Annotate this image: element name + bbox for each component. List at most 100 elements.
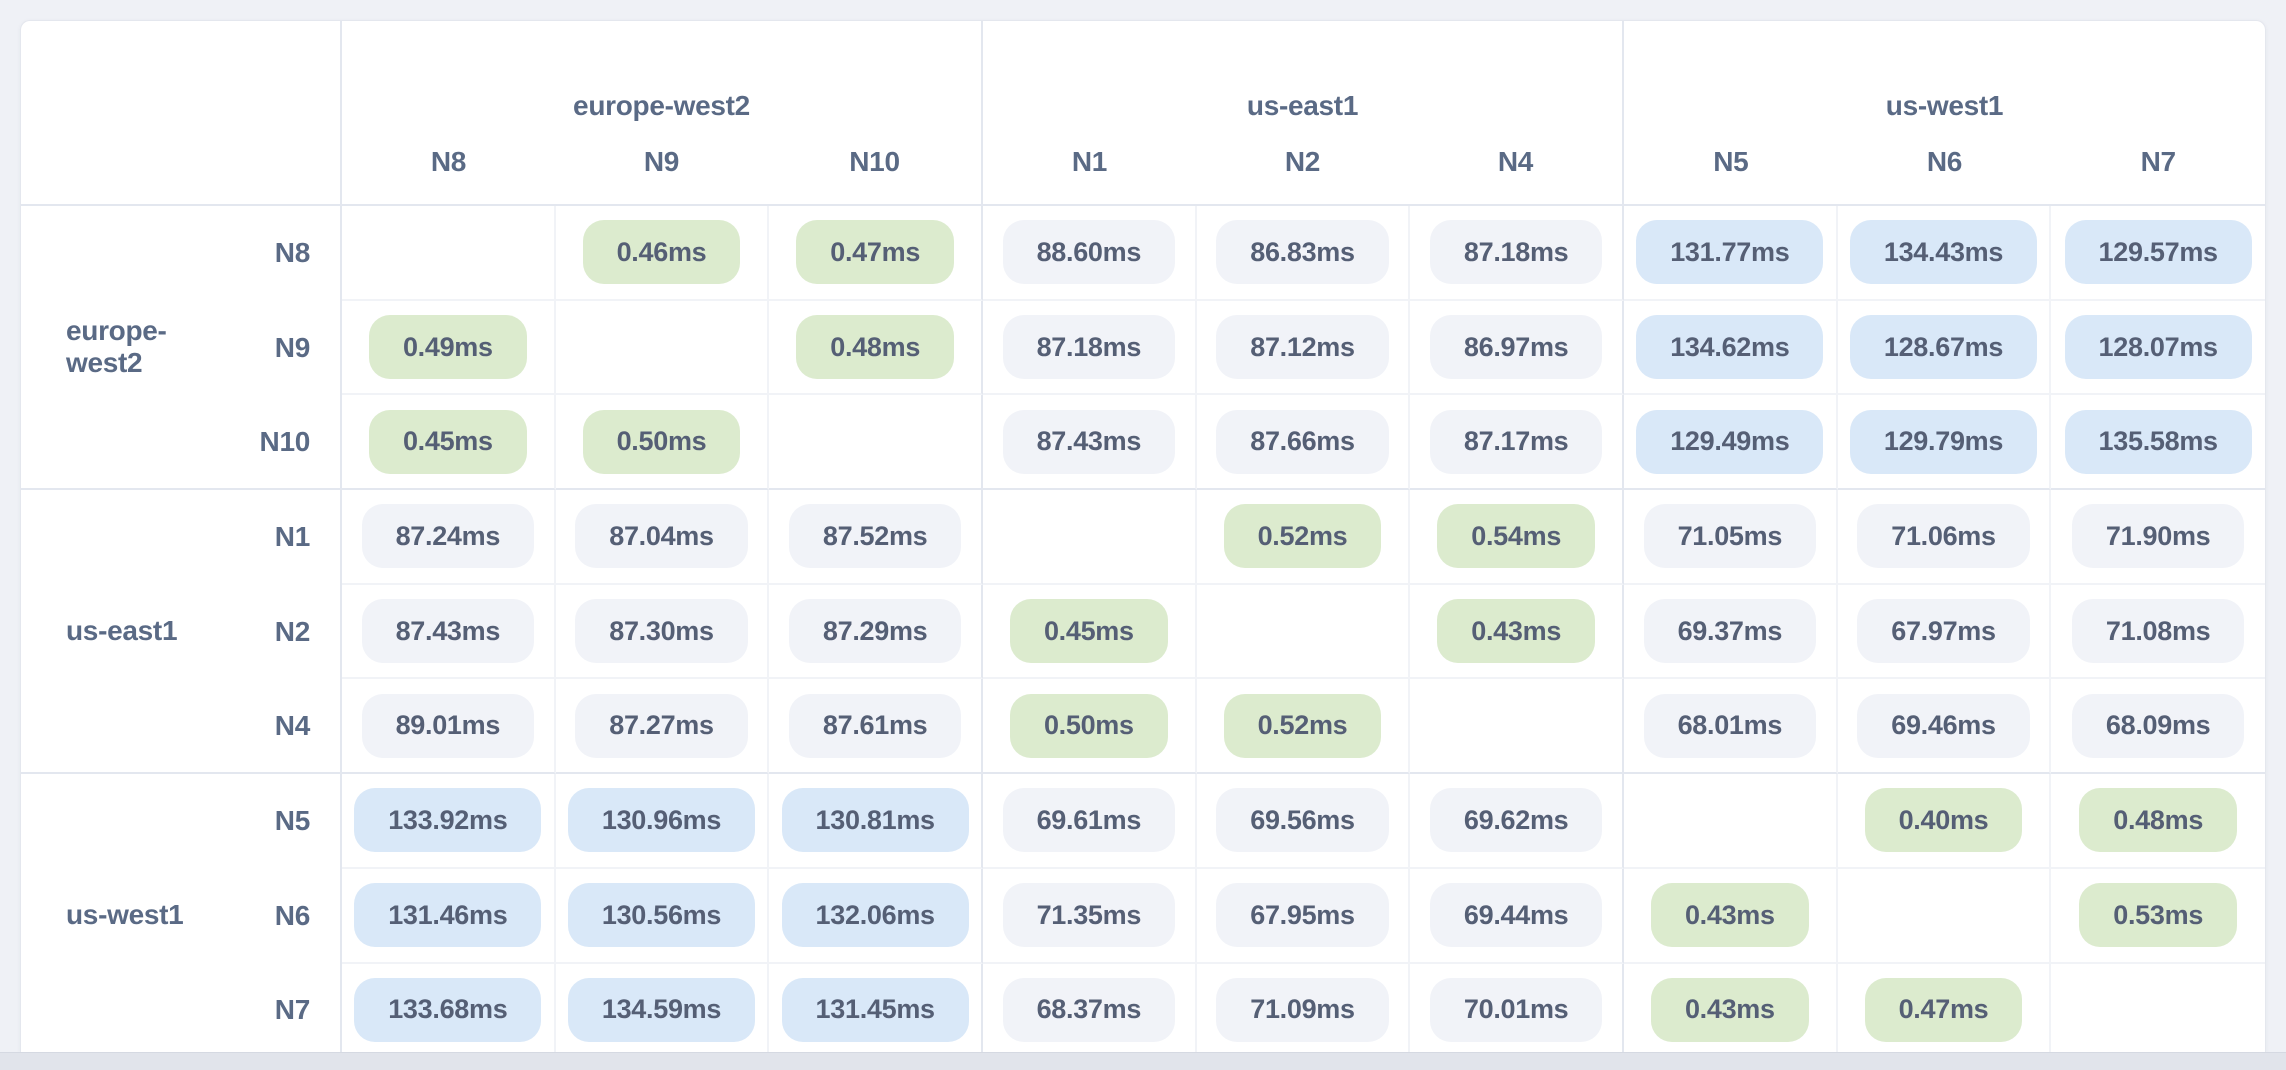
latency-cell-self [1196, 584, 1411, 680]
latency-cell: 128.67ms [1837, 300, 2052, 396]
latency-cell: 0.48ms [2051, 774, 2265, 869]
latency-cell: 87.66ms [1196, 395, 1411, 491]
latency-cell-self [983, 490, 1197, 585]
latency-cell: 131.46ms [342, 868, 556, 964]
latency-cell: 68.01ms [1624, 679, 1838, 775]
latency-pill: 70.01ms [1429, 977, 1603, 1042]
column-header-node: N6 [1926, 146, 1963, 177]
latency-cell: 87.18ms [1410, 206, 1624, 301]
row-region-label: us-east1 [21, 490, 221, 775]
region-group-title: us-east1 [1246, 90, 1359, 121]
latency-pill: 0.49ms [368, 315, 527, 380]
latency-pill: 87.24ms [361, 504, 535, 569]
latency-pill: 71.35ms [1002, 883, 1176, 948]
latency-pill: 71.05ms [1643, 504, 1817, 569]
latency-pill: 69.37ms [1643, 599, 1817, 664]
latency-pill: 87.43ms [1002, 409, 1176, 474]
column-header-node: N2 [1284, 146, 1321, 177]
region-group-title: europe-west2 [573, 90, 750, 121]
latency-pill: 87.18ms [1429, 220, 1603, 285]
latency-cell: 71.90ms [2051, 490, 2265, 585]
latency-cell: 69.62ms [1410, 774, 1624, 869]
latency-matrix-grid: europe-west2 N8 N9 N10 us-east1 N1 N2 N4… [21, 21, 2265, 1052]
latency-pill: 0.47ms [796, 220, 955, 285]
latency-pill: 128.07ms [2064, 315, 2252, 380]
latency-cell: 133.68ms [342, 963, 556, 1052]
latency-cell: 89.01ms [342, 679, 556, 775]
latency-pill: 71.90ms [2071, 504, 2245, 569]
latency-cell: 67.97ms [1837, 584, 2052, 680]
latency-pill: 0.48ms [2079, 788, 2238, 853]
latency-pill: 68.01ms [1643, 693, 1817, 758]
latency-cell-self [2051, 964, 2265, 1053]
latency-cell: 0.45ms [983, 584, 1197, 680]
latency-pill: 87.66ms [1216, 409, 1389, 474]
row-node-label: N1 [221, 490, 342, 585]
column-header-node: N9 [643, 146, 680, 177]
latency-pill: 71.08ms [2071, 599, 2245, 664]
latency-cell: 71.08ms [2051, 585, 2265, 680]
column-group-header-us-east1: us-east1 N1 N2 N4 [983, 21, 1624, 206]
latency-cell: 0.50ms [983, 679, 1197, 775]
latency-cell: 70.01ms [1410, 963, 1624, 1052]
latency-pill: 0.43ms [1650, 977, 1809, 1042]
latency-pill: 87.18ms [1002, 315, 1176, 380]
latency-cell: 87.17ms [1410, 395, 1624, 491]
latency-cell-self [1837, 868, 2052, 964]
column-group-header-europe-west2: europe-west2 N8 N9 N10 [342, 21, 983, 206]
latency-pill: 0.53ms [2079, 883, 2238, 948]
latency-pill: 87.12ms [1216, 315, 1389, 380]
latency-pill: 128.67ms [1849, 315, 2038, 380]
latency-cell: 134.62ms [1624, 300, 1838, 396]
latency-cell: 0.52ms [1196, 679, 1411, 775]
latency-cell: 131.45ms [769, 963, 983, 1052]
latency-cell: 86.83ms [1196, 206, 1411, 301]
column-header-node: N5 [1713, 146, 1749, 177]
latency-pill: 87.61ms [788, 693, 962, 758]
latency-pill: 0.43ms [1437, 599, 1596, 664]
column-header-node: N10 [849, 146, 900, 177]
row-node-label: N8 [221, 206, 342, 301]
latency-pill: 133.68ms [354, 977, 542, 1042]
latency-cell: 0.43ms [1410, 584, 1624, 680]
latency-cell: 71.05ms [1624, 490, 1838, 585]
latency-cell: 132.06ms [769, 868, 983, 964]
latency-pill: 87.29ms [788, 599, 962, 664]
latency-cell: 0.50ms [555, 395, 770, 491]
latency-cell: 0.48ms [769, 300, 983, 396]
latency-pill: 68.37ms [1002, 977, 1176, 1042]
latency-cell: 130.81ms [769, 774, 983, 869]
latency-pill: 68.09ms [2071, 693, 2245, 758]
latency-cell: 0.47ms [1838, 963, 2052, 1052]
latency-pill: 67.97ms [1857, 599, 2030, 664]
latency-pill: 69.56ms [1216, 788, 1389, 853]
latency-pill: 130.56ms [567, 883, 756, 948]
latency-cell: 87.43ms [983, 395, 1197, 491]
latency-cell: 87.04ms [555, 490, 770, 585]
latency-cell: 88.60ms [983, 206, 1197, 301]
latency-pill: 67.95ms [1216, 883, 1389, 948]
column-group-header-us-west1: us-west1 N5 N6 N7 [1624, 21, 2265, 206]
latency-cell: 134.59ms [556, 963, 770, 1052]
latency-cell: 128.07ms [2051, 301, 2265, 396]
latency-pill: 0.52ms [1223, 693, 1382, 758]
node-column-headers: N5 N6 N7 [1624, 146, 2265, 178]
latency-cell: 87.61ms [769, 679, 983, 775]
row-node-label: N9 [221, 300, 342, 396]
latency-pill: 0.52ms [1223, 504, 1382, 569]
latency-cell: 129.79ms [1837, 395, 2052, 491]
row-node-label: N7 [221, 963, 342, 1052]
latency-cell: 69.44ms [1410, 868, 1624, 964]
region-group-title: us-west1 [1885, 90, 2004, 121]
latency-pill: 134.59ms [567, 977, 756, 1042]
column-header-node: N4 [1497, 146, 1534, 177]
latency-cell-self [769, 395, 983, 491]
latency-pill: 69.44ms [1429, 883, 1603, 948]
latency-cell: 0.45ms [342, 395, 556, 491]
row-node-label: N4 [221, 679, 342, 775]
latency-cell: 129.57ms [2051, 206, 2265, 301]
latency-pill: 129.49ms [1636, 409, 1824, 474]
latency-pill: 0.45ms [368, 409, 527, 474]
column-header-node: N7 [2140, 146, 2177, 177]
latency-cell: 0.43ms [1624, 868, 1838, 964]
